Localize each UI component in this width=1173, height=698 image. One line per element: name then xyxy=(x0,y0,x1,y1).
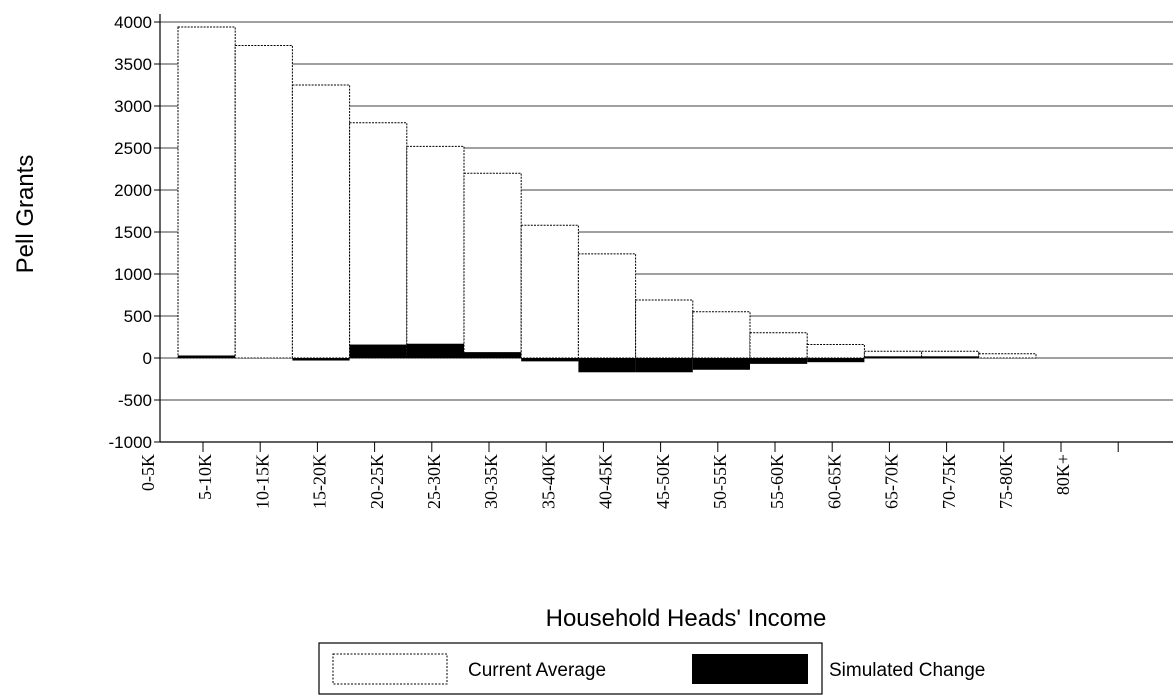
legend-swatch-simulated-change xyxy=(692,654,808,684)
bar-current-average xyxy=(234,45,293,359)
x-tick-label: 40-45K xyxy=(596,454,616,509)
y-tick-label: 500 xyxy=(124,307,152,326)
bar-simulated-change xyxy=(178,355,236,358)
bar-current-average xyxy=(806,344,865,359)
x-axis-title: Household Heads' Income xyxy=(546,605,827,632)
bar-current-average xyxy=(577,253,637,359)
bar-current-average xyxy=(349,122,408,359)
y-tick-label: -500 xyxy=(118,391,152,410)
bar-current-average xyxy=(520,224,579,359)
x-tick-label: 0-5K xyxy=(138,454,158,491)
x-tick-label: 70-75K xyxy=(939,454,959,509)
axes xyxy=(154,14,1173,452)
x-tick-label: 75-80K xyxy=(996,454,1016,509)
y-tick-labels: 4000 3500 3000 2500 2000 1500 1000 500 0 -500 -100… xyxy=(109,13,152,452)
bar-current-average xyxy=(406,145,465,359)
bar-simulated-change xyxy=(807,358,865,363)
bar-simulated-change xyxy=(521,358,579,362)
y-tick-label: 3000 xyxy=(114,97,152,116)
y-tick-label: 2500 xyxy=(114,139,152,158)
bar-simulated-change xyxy=(464,352,522,358)
x-tick-label: 25-30K xyxy=(424,454,444,509)
bar-simulated-change xyxy=(292,358,350,361)
bar-current-average xyxy=(863,350,923,359)
bar-simulated-change xyxy=(635,358,693,373)
y-tick-label: 1500 xyxy=(114,223,152,242)
y-tick-label: -1000 xyxy=(109,433,152,452)
bar-current-average xyxy=(291,84,351,359)
y-tick-label: 3500 xyxy=(114,55,152,74)
x-tick-label: 30-35K xyxy=(481,454,501,509)
bar-simulated-change xyxy=(921,356,979,359)
y-tick-label: 4000 xyxy=(114,13,152,32)
x-tick-label: 10-15K xyxy=(252,454,272,509)
bars xyxy=(177,26,1037,373)
x-tick-label: 50-55K xyxy=(710,454,730,509)
x-tick-label: 55-60K xyxy=(767,454,787,509)
y-tick-label: 2000 xyxy=(114,181,152,200)
y-tick-label: 1000 xyxy=(114,265,152,284)
x-tick-labels: 0-5K 5-10K 10-15K 15-20K 20-25K 25-30K 30-35K 3… xyxy=(138,454,1073,509)
x-tick-label: 35-40K xyxy=(538,454,558,509)
legend-label-simulated-change: Simulated Change xyxy=(829,660,985,681)
bar-current-average xyxy=(463,172,522,359)
bar-simulated-change xyxy=(750,358,808,364)
legend: Current Average Simulated Change xyxy=(318,642,985,695)
legend-label-current-average: Current Average xyxy=(468,660,606,681)
bar-simulated-change xyxy=(692,358,750,370)
x-tick-label: 45-50K xyxy=(653,454,673,509)
bar-simulated-change xyxy=(349,344,407,358)
x-tick-label: 5-10K xyxy=(195,454,215,500)
bar-current-average xyxy=(921,350,980,359)
x-tick-label: 15-20K xyxy=(310,454,330,509)
y-tick-label: 0 xyxy=(143,349,152,368)
bar-current-average xyxy=(177,26,236,359)
legend-swatch-current-average xyxy=(332,653,448,685)
bar-simulated-change xyxy=(864,356,922,359)
x-tick-label: 65-70K xyxy=(882,454,902,509)
y-axis-title: Pell Grants xyxy=(12,155,39,274)
bar-current-average xyxy=(978,353,1037,359)
bar-simulated-change xyxy=(578,358,636,373)
x-tick-label: 80K+ xyxy=(1053,454,1073,495)
x-tick-label: 20-25K xyxy=(367,454,387,509)
bar-current-average xyxy=(635,299,694,359)
bar-simulated-change xyxy=(406,343,464,358)
x-tick-label: 60-65K xyxy=(824,454,844,509)
bar-current-average xyxy=(692,311,751,359)
bar-current-average xyxy=(749,332,808,359)
